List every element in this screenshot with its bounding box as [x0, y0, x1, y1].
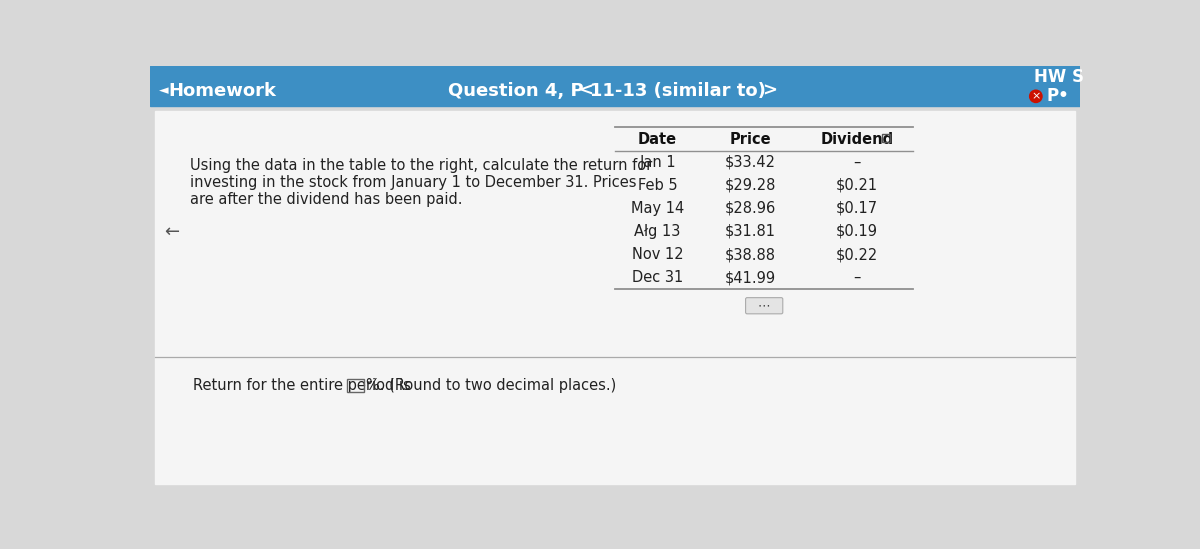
Text: $38.88: $38.88 [725, 247, 776, 262]
Text: May 14: May 14 [631, 201, 684, 216]
Text: $0.19: $0.19 [836, 224, 878, 239]
Text: <: < [578, 82, 593, 100]
Text: Return for the entire period is: Return for the entire period is [193, 378, 410, 393]
Text: Nov 12: Nov 12 [632, 247, 684, 262]
Text: $0.22: $0.22 [836, 247, 878, 262]
Text: Dividend: Dividend [821, 132, 894, 147]
Text: ×: × [1031, 91, 1040, 102]
Bar [150, 66, 1080, 106]
Text: Feb 5: Feb 5 [638, 178, 678, 193]
Text: ⋯: ⋯ [758, 300, 770, 312]
Bar [155, 110, 1075, 484]
Text: %. (Round to two decimal places.): %. (Round to two decimal places.) [366, 378, 617, 393]
Text: $31.81: $31.81 [725, 224, 776, 239]
Text: $41.99: $41.99 [725, 270, 776, 285]
Text: ←: ← [164, 222, 179, 240]
Text: HW S: HW S [1033, 68, 1084, 86]
Text: $33.42: $33.42 [725, 155, 776, 170]
Text: are after the dividend has been paid.: are after the dividend has been paid. [191, 192, 463, 207]
Bar [347, 379, 364, 392]
Circle shape [1030, 90, 1042, 103]
Text: $28.96: $28.96 [725, 201, 776, 216]
Text: Jan 1: Jan 1 [640, 155, 676, 170]
Text: $0.21: $0.21 [836, 178, 878, 193]
Text: Using the data in the table to the right, calculate the return for: Using the data in the table to the right… [191, 158, 653, 173]
Text: –: – [853, 155, 860, 170]
Text: Question 4, P 11-13 (similar to): Question 4, P 11-13 (similar to) [449, 82, 766, 100]
Text: $29.28: $29.28 [725, 178, 776, 193]
Text: Homework: Homework [168, 82, 277, 100]
Text: Ałg 13: Ałg 13 [635, 224, 680, 239]
Bar [882, 135, 889, 142]
Text: Dec 31: Dec 31 [632, 270, 683, 285]
FancyBboxPatch shape [745, 298, 782, 314]
Text: Date: Date [638, 132, 677, 147]
Text: ◄: ◄ [160, 84, 169, 97]
Text: –: – [853, 270, 860, 285]
Text: Price: Price [730, 132, 772, 147]
Text: P•: P• [1046, 87, 1069, 105]
Text: >: > [762, 82, 778, 100]
Text: investing in the stock from January 1 to December 31. Prices: investing in the stock from January 1 to… [191, 175, 637, 190]
Text: $0.17: $0.17 [836, 201, 878, 216]
